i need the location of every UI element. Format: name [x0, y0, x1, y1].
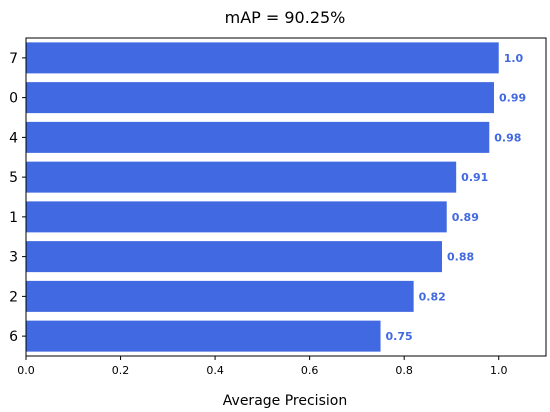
- y-tick-label: 5: [9, 170, 18, 186]
- bar-5: [26, 161, 457, 193]
- y-tick-label: 0: [9, 91, 18, 107]
- bar-value-label: 0.99: [499, 92, 526, 105]
- bar-2: [26, 280, 414, 312]
- x-tick-label: 0.8: [395, 364, 413, 377]
- bar-3: [26, 241, 442, 273]
- chart-title: mAP = 90.25%: [225, 8, 346, 27]
- bar-0: [26, 82, 494, 114]
- bar-4: [26, 121, 490, 153]
- y-tick-label: 7: [9, 51, 18, 67]
- bar-value-label: 0.89: [452, 211, 479, 224]
- x-tick-label: 1.0: [490, 364, 508, 377]
- bar-1: [26, 201, 447, 233]
- x-tick-label: 0.2: [112, 364, 130, 377]
- bar-value-label: 0.98: [494, 131, 521, 144]
- plot-frame: [25, 37, 547, 357]
- y-tick-label: 2: [9, 289, 18, 305]
- bar-value-label: 1.0: [504, 52, 524, 65]
- x-tick-label: 0.0: [17, 364, 35, 377]
- x-axis: 0.0 0.2 0.4 0.6 0.8 1.0: [17, 356, 507, 377]
- y-tick-label: 3: [9, 250, 18, 266]
- y-tick-label: 4: [9, 130, 18, 146]
- bar-value-label: 0.91: [461, 171, 488, 184]
- y-tick-label: 1: [9, 210, 18, 226]
- bar-value-label: 0.82: [419, 290, 446, 303]
- x-tick-label: 0.6: [301, 364, 319, 377]
- bar-7: [26, 42, 499, 74]
- bar-value-label: 0.88: [447, 251, 474, 264]
- x-axis-label: Average Precision: [223, 393, 347, 409]
- bar-6: [26, 320, 381, 352]
- bar-value-label: 0.75: [386, 330, 413, 343]
- y-tick-label: 6: [9, 329, 18, 345]
- y-axis: 7 0 4 5 1 3 2 6: [9, 51, 26, 345]
- x-tick-label: 0.4: [206, 364, 224, 377]
- bars-layer: 1.0 0.99 0.98 0.91 0.89 0.88 0.82 0.75: [26, 42, 526, 352]
